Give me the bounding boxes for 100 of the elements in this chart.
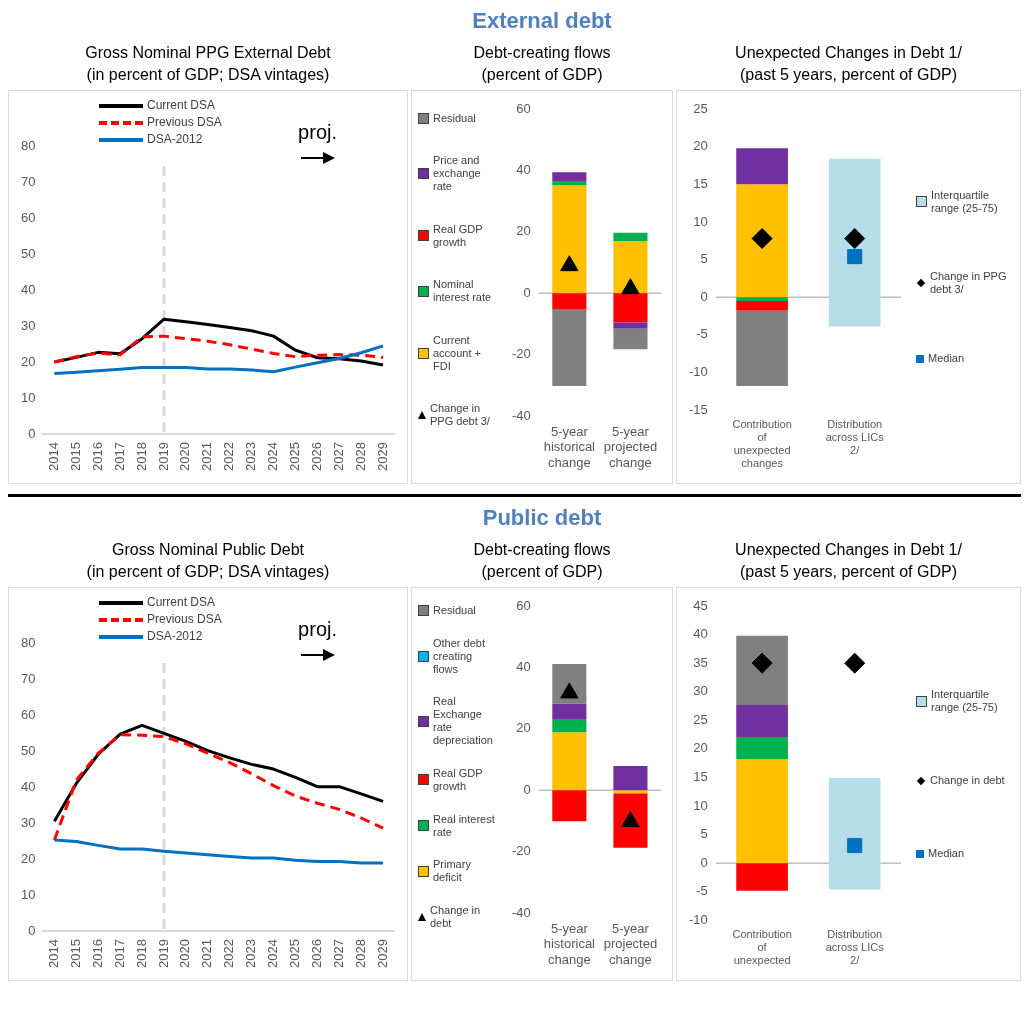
chart-title: Unexpected Changes in Debt 1/ (734, 540, 963, 560)
y-tick-label: 20 (20, 850, 36, 866)
x-tick-label: 2023 (243, 442, 259, 471)
bar (552, 180, 587, 186)
y-tick-label: 25 (693, 100, 708, 116)
text: proj. (298, 618, 337, 641)
y-tick-label: 10 (693, 213, 708, 229)
y-tick-label: 30 (20, 317, 36, 333)
bar (552, 293, 587, 309)
x-tick-label: 2020 (177, 939, 193, 968)
line-series (52, 334, 385, 364)
legend-label: Price and exchange rate (433, 154, 482, 194)
x-tick-label: 2026 (308, 442, 324, 471)
legend-label: Interquartile range (25-75) (931, 188, 999, 215)
bar (552, 732, 587, 791)
text: External debt (472, 8, 612, 33)
bar (552, 790, 587, 822)
y-tick-label: 60 (20, 209, 36, 225)
y-tick-label: 20 (693, 138, 708, 154)
y-tick-label: 70 (20, 173, 36, 189)
text: proj. (298, 121, 337, 144)
legend-label: Other debt creating flows (433, 636, 486, 676)
x-tick-label: 2017 (111, 442, 127, 471)
x-tick-label: 2015 (67, 442, 83, 471)
legend-label: DSA-2012 (147, 132, 203, 146)
x-tick-label: 2022 (221, 442, 237, 471)
x-tick-label: 2027 (330, 442, 346, 471)
legend-label: Current DSA (147, 595, 216, 609)
legend-label: Real GDP growth (433, 222, 484, 249)
legend-label: Change in PPG debt 3/ (930, 270, 1008, 297)
y-tick-label: -10 (688, 911, 708, 927)
y-tick-label: 50 (20, 742, 36, 758)
y-tick-label: 0 (523, 781, 531, 797)
x-tick-label: 2023 (243, 939, 259, 968)
chart-subtitle: (in percent of GDP; DSA vintages) (85, 562, 331, 582)
legend-label: Median (928, 847, 965, 860)
legend-label: Change in PPG debt 3/ (430, 402, 491, 429)
legend-label: Primary deficit (433, 858, 472, 885)
x-tick-label: 2026 (308, 939, 324, 968)
y-tick-label: 5 (700, 826, 708, 842)
x-tick-label: 5-year historical change (543, 423, 596, 470)
bar (552, 719, 587, 733)
y-tick-label: 30 (693, 683, 708, 699)
y-tick-label: 60 (20, 706, 36, 722)
y-tick-label: 80 (20, 137, 36, 153)
chart-title: Gross Nominal PPG External Debt (84, 43, 332, 63)
x-tick-label: 2017 (111, 939, 127, 968)
legend-label: Change in debt (430, 904, 482, 931)
y-tick-label: -20 (511, 843, 531, 859)
x-tick-label: 2028 (352, 442, 368, 471)
y-tick-label: 10 (693, 797, 708, 813)
chart-subtitle: (percent of GDP) (480, 65, 604, 85)
x-tick-label: 2014 (45, 939, 61, 968)
x-tick-label: 2016 (89, 442, 105, 471)
chart-title: Debt-creating flows (472, 540, 612, 560)
y-tick-label: 40 (693, 626, 708, 642)
y-tick-label: 15 (693, 175, 708, 191)
legend-label: Median (928, 352, 965, 366)
legend-label: Real Exchange rate depreciation (433, 695, 494, 748)
x-tick-label: 2021 (199, 442, 215, 471)
legend-label: Interquartile range (25-75) (931, 688, 999, 714)
x-tick-label: 2018 (133, 939, 149, 968)
x-tick-label: 2016 (89, 939, 105, 968)
x-tick-label: 2025 (287, 939, 303, 968)
legend-label: Previous DSA (147, 612, 222, 626)
legend-label: Real GDP growth (433, 766, 484, 793)
bar (552, 308, 587, 387)
x-tick-label: 2029 (374, 442, 390, 471)
x-tick-label: 2024 (265, 939, 281, 968)
y-tick-label: 0 (700, 854, 708, 870)
y-tick-label: 30 (20, 814, 36, 830)
bar (613, 322, 648, 329)
legend-label: Residual (433, 111, 476, 125)
y-tick-label: -20 (511, 346, 531, 362)
x-tick-label: 2029 (374, 939, 390, 968)
x-tick-label: 2028 (352, 939, 368, 968)
bar (552, 172, 587, 181)
y-tick-label: 60 (516, 597, 531, 613)
y-tick-label: 0 (28, 425, 36, 441)
x-tick-label: 2014 (45, 442, 61, 471)
chart-subtitle: (in percent of GDP; DSA vintages) (85, 65, 331, 85)
y-tick-label: 60 (516, 100, 531, 116)
y-tick-label: 40 (516, 162, 531, 178)
x-tick-label: Contribution of unexpected (732, 928, 792, 967)
y-tick-label: 20 (516, 223, 531, 239)
x-tick-label: 2019 (155, 442, 171, 471)
chart-subtitle: (past 5 years, percent of GDP) (739, 562, 958, 582)
y-tick-label: 15 (693, 769, 708, 785)
y-tick-label: 5 (700, 251, 708, 267)
line-series (52, 733, 385, 842)
y-tick-label: 40 (20, 778, 36, 794)
y-tick-label: 80 (20, 634, 36, 650)
y-tick-label: -5 (696, 326, 708, 342)
x-tick-label: 5-year projected change (603, 920, 658, 967)
legend-label: Real interest rate (433, 812, 496, 839)
x-tick-label: 2024 (265, 442, 281, 471)
x-tick-label: 5-year projected change (603, 423, 658, 470)
x-tick-label: 2022 (221, 939, 237, 968)
x-tick-label: 2020 (177, 442, 193, 471)
text: Public debt (482, 505, 602, 530)
